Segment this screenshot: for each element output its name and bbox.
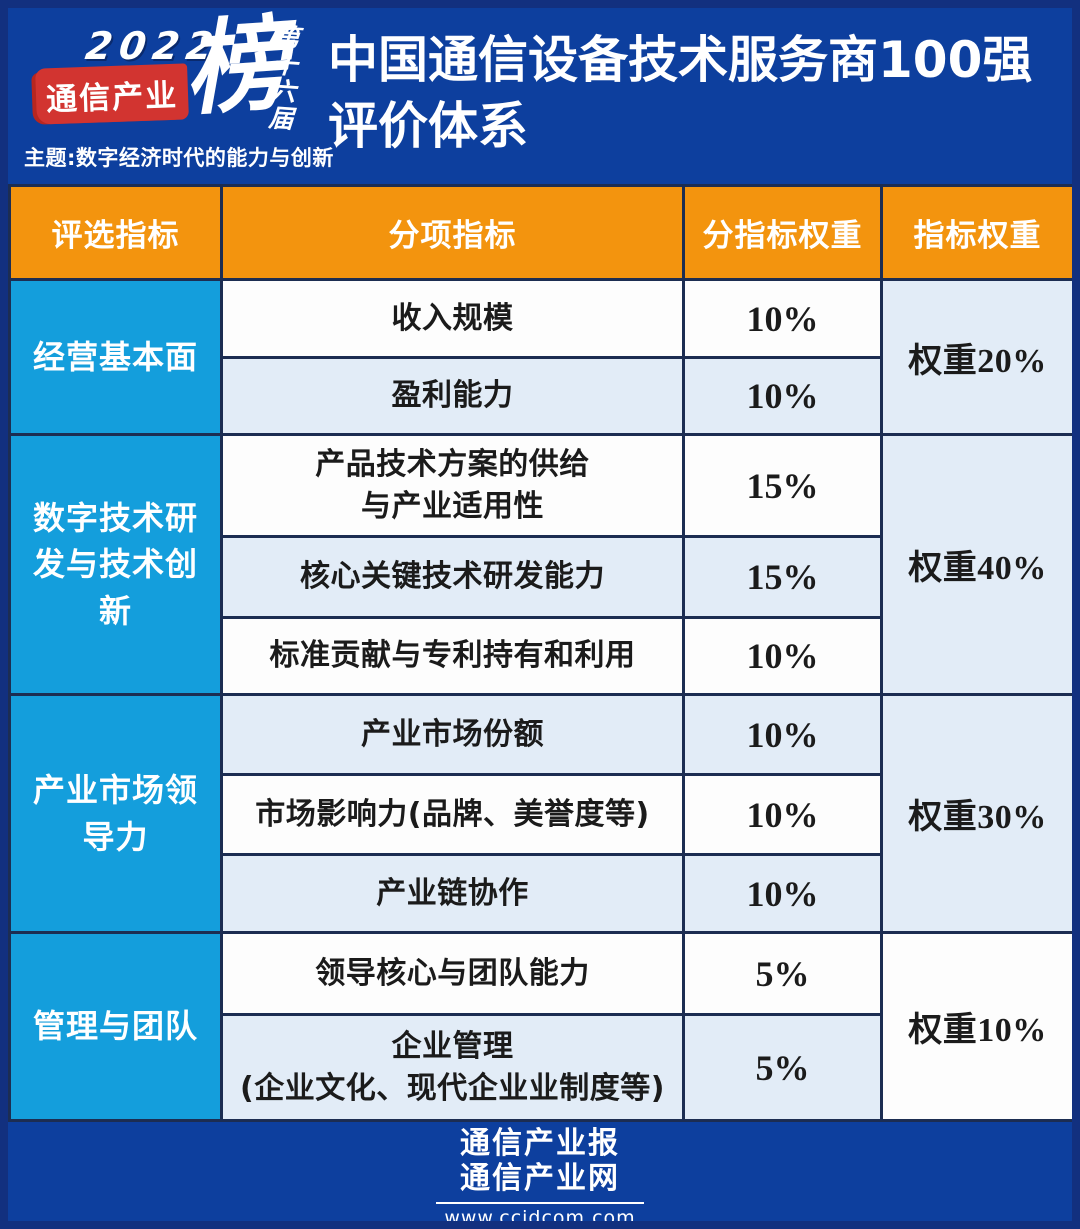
column-header-sub-weight: 分指标权重	[682, 184, 883, 281]
table-row: 经营基本面 收入规模 10% 权重20%	[8, 278, 1072, 436]
sub-indicator-cell: 产业链协作	[220, 853, 685, 934]
sub-indicator-cell: 产业市场份额	[220, 693, 685, 776]
group-weight-cell: 权重40%	[880, 433, 1072, 696]
footer-divider	[436, 1201, 644, 1204]
group-weight-cell: 权重30%	[880, 693, 1072, 934]
group-weight-cell: 权重10%	[880, 931, 1072, 1122]
table-row: 产业市场领导力 产业市场份额 10% 权重30%	[8, 693, 1072, 934]
evaluation-table-wrap: 评选指标 分项指标 分指标权重 指标权重 经营基本面 收入规模 10% 权重20…	[8, 184, 1072, 1122]
sub-weight-cell: 10%	[682, 616, 883, 696]
page-header: 2022 通信产业 榜 第十六届 主题:数字经济时代的能力与创新 中国通信设备技…	[8, 8, 1072, 184]
logo-red-banner: 通信产业	[35, 63, 189, 125]
footer-brand-line-2: 通信产业网	[460, 1161, 620, 1197]
sub-weight-cell: 15%	[682, 433, 883, 538]
column-header-selection-indicator: 评选指标	[8, 184, 223, 281]
event-logo: 2022 通信产业 榜 第十六届 主题:数字经济时代的能力与创新	[8, 8, 333, 184]
sub-weight-cell: 10%	[682, 773, 883, 856]
sub-weight-cell: 10%	[682, 356, 883, 436]
sub-weight-cell: 10%	[682, 278, 883, 359]
table-row: 数字技术研发与技术创新 产品技术方案的供给 与产业适用性 15% 权重40%	[8, 433, 1072, 696]
group-label-digital-rnd-innovation: 数字技术研发与技术创新	[8, 433, 223, 696]
table-header-row: 评选指标 分项指标 分指标权重 指标权重	[8, 184, 1072, 281]
table-row: 管理与团队 领导核心与团队能力 5% 权重10%	[8, 931, 1072, 1122]
sub-indicator-cell: 标准贡献与专利持有和利用	[220, 616, 685, 696]
sub-indicator-cell: 收入规模	[220, 278, 685, 359]
table-row: 产业链协作 10%	[10, 853, 1073, 934]
group-label-market-leadership: 产业市场领导力	[8, 693, 223, 934]
table-row: 盈利能力 10%	[10, 356, 1073, 436]
group-label-management-team: 管理与团队	[8, 931, 223, 1122]
sub-weight-cell: 15%	[682, 535, 883, 619]
sub-indicator-cell: 企业管理 (企业文化、现代企业业制度等)	[220, 1013, 685, 1122]
evaluation-table: 评选指标 分项指标 分指标权重 指标权重 经营基本面 收入规模 10% 权重20…	[8, 184, 1072, 1122]
sub-indicator-cell: 产品技术方案的供给 与产业适用性	[220, 433, 685, 538]
page-panel: 2022 通信产业 榜 第十六届 主题:数字经济时代的能力与创新 中国通信设备技…	[8, 8, 1072, 1221]
footer-brand-line-1: 通信产业报	[460, 1126, 620, 1161]
sub-weight-cell: 5%	[682, 931, 883, 1016]
group-weight-cell: 权重20%	[880, 278, 1072, 436]
sub-weight-cell: 10%	[682, 693, 883, 776]
footer-website-url: www.ccidcom.com	[444, 1206, 636, 1221]
logo-edition-text: 第十六届	[264, 23, 301, 133]
sub-indicator-cell: 市场影响力(品牌、美誉度等)	[220, 773, 685, 856]
table-row: 企业管理 (企业文化、现代企业业制度等) 5%	[10, 1013, 1073, 1122]
column-header-indicator-weight: 指标权重	[880, 184, 1072, 281]
logo-brand-text: 通信产业	[45, 77, 179, 118]
page-footer: 通信产业报 通信产业网 www.ccidcom.com	[8, 1122, 1072, 1221]
sub-indicator-cell: 盈利能力	[220, 356, 685, 436]
group-label-business-fundamentals: 经营基本面	[8, 278, 223, 436]
sub-weight-cell: 10%	[682, 853, 883, 934]
table-row: 标准贡献与专利持有和利用 10%	[10, 616, 1073, 696]
page-title: 中国通信设备技术服务商100强 评价体系	[328, 31, 1033, 155]
logo-theme-text: 主题:数字经济时代的能力与创新	[24, 146, 334, 170]
table-row: 市场影响力(品牌、美誉度等) 10%	[10, 773, 1073, 856]
sub-indicator-cell: 领导核心与团队能力	[220, 931, 685, 1016]
sub-indicator-cell: 核心关键技术研发能力	[220, 535, 685, 619]
column-header-sub-indicator: 分项指标	[220, 184, 685, 281]
sub-weight-cell: 5%	[682, 1013, 883, 1122]
table-row: 核心关键技术研发能力 15%	[10, 535, 1073, 619]
